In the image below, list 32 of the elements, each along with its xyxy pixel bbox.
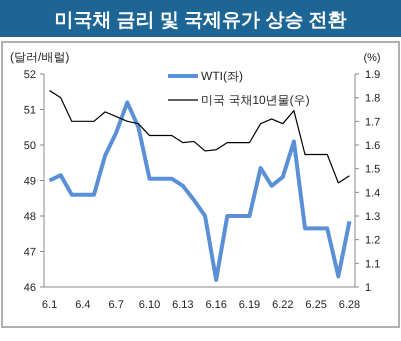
y-tick-label: 52 [24,69,36,81]
x-tick-label: 6.25 [305,299,327,311]
title: 미국채 금리 및 국제유가 상승 전환 [54,10,347,31]
y-tick-label: 48 [24,211,36,223]
y-tick-label: 46 [24,282,36,294]
x-tick-label: 6.1 [42,299,58,311]
legend-label: 미국 국채10년물(우) [201,93,310,107]
y2-tick-label: 1 [365,282,372,294]
x-tick-label: 6.4 [75,299,91,311]
x-tick-label: 6.10 [138,299,160,311]
x-tick-label: 6.13 [172,299,194,311]
y2-tick-label: 1.3 [365,211,380,223]
y-tick-label: 50 [24,140,36,152]
y2-tick-label: 1.8 [365,92,380,105]
y2-tick-label: 1.9 [365,69,380,81]
y2-tick-label: 1.6 [365,140,380,152]
x-tick-label: 6.7 [108,299,124,311]
x-tick-label: 6.19 [238,299,260,311]
y-tick-label: 49 [24,176,36,188]
y2-tick-label: 1.7 [365,116,380,128]
y2-tick-label: 1.4 [365,187,380,200]
y-tick-label: 47 [24,246,36,258]
y-tick-label: 51 [24,104,36,116]
y2-axis-title: (%) [363,52,381,64]
y2-tick-label: 1.2 [365,234,380,247]
x-tick-label: 6.22 [272,299,294,311]
x-tick-label: 6.28 [338,299,360,311]
y2-tick-label: 1.1 [365,258,380,270]
x-tick-label: 6.16 [205,299,227,311]
y-axis-title: (달러/배럴) [10,50,70,64]
y2-tick-label: 1.5 [365,164,380,176]
legend-label: WTI(좌) [201,69,243,83]
